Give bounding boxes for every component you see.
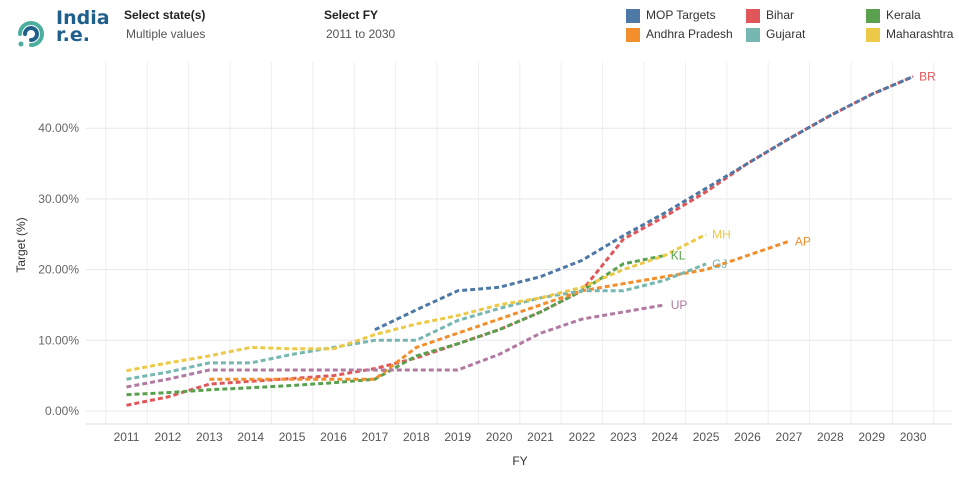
x-tick-label: 2027 — [776, 430, 803, 444]
x-tick-label: 2029 — [858, 430, 885, 444]
series-line-mop-targets — [374, 75, 914, 332]
legend-label: MOP Targets — [646, 8, 716, 22]
y-tick-label: 20.00% — [38, 263, 79, 277]
fy-filter-value[interactable]: 2011 to 2030 — [326, 27, 396, 41]
legend-label: Gujarat — [766, 27, 806, 41]
legend-item-mop-targets[interactable]: MOP Targets — [626, 7, 716, 23]
x-tick-label: 2022 — [569, 430, 596, 444]
series-line-gujarat — [126, 262, 707, 381]
legend-swatch — [626, 27, 640, 42]
series-line-maharashtra — [126, 232, 707, 373]
x-tick-label: 2018 — [403, 430, 430, 444]
series-end-label-maharashtra: MH — [712, 227, 731, 241]
x-tick-label: 2017 — [362, 430, 389, 444]
series-end-label-kerala: KL — [671, 248, 686, 262]
logo-wordmark: India r.e. — [56, 7, 110, 46]
x-tick-label: 2015 — [279, 430, 306, 444]
y-tick-label: 40.00% — [38, 121, 79, 135]
x-axis-label: FY — [512, 454, 527, 468]
y-tick-label: 0.00% — [45, 404, 79, 418]
x-tick-label: 2030 — [900, 430, 927, 444]
logo-mark-icon — [18, 21, 44, 47]
legend-swatch — [866, 8, 880, 23]
x-tick-label: 2021 — [527, 430, 554, 444]
x-tick-label: 2028 — [817, 430, 844, 444]
x-tick-label: 2014 — [237, 430, 264, 444]
x-tick-label: 2023 — [610, 430, 637, 444]
x-tick-label: 2024 — [651, 430, 678, 444]
legend-item-gujarat[interactable]: Gujarat — [746, 26, 805, 42]
legend-label: Kerala — [886, 8, 921, 22]
x-tick-label: 2025 — [693, 430, 720, 444]
series-line-andhra-pradesh — [209, 239, 790, 381]
legend-swatch — [746, 8, 760, 23]
x-tick-label: 2020 — [486, 430, 513, 444]
india-re-logo — [18, 21, 44, 47]
series-line-bihar — [126, 75, 914, 407]
series-end-labels: BR KL AP GJ MH UP — [671, 70, 936, 312]
logo-wordmark-line1: India — [56, 7, 110, 29]
legend-swatch — [626, 8, 640, 23]
y-tick-label: 10.00% — [38, 333, 79, 347]
logo-wordmark-line2: r.e. — [56, 24, 90, 46]
legend-item-andhra-pradesh[interactable]: Andhra Pradesh — [626, 26, 733, 42]
series-end-label-uttar-pradesh: UP — [671, 298, 688, 312]
fy-filter[interactable]: Select FY 2011 to 2030 — [324, 8, 395, 41]
series-end-label-gujarat: GJ — [712, 257, 727, 271]
legend-label: Bihar — [766, 8, 795, 22]
legend-swatch — [866, 27, 880, 42]
legend-label: Maharashtra — [886, 27, 954, 41]
axes: 0.00% 10.00% 20.00% 30.00% 40.00% 2011 2012 201… — [38, 121, 952, 444]
y-tick-label: 30.00% — [38, 192, 79, 206]
x-tick-label: 2012 — [155, 430, 182, 444]
legend-label: Andhra Pradesh — [646, 27, 733, 41]
state-filter-value[interactable]: Multiple values — [126, 27, 206, 41]
x-tick-label: 2013 — [196, 430, 223, 444]
legend-item-bihar[interactable]: Bihar — [746, 7, 794, 23]
legend-item-kerala[interactable]: Kerala — [866, 7, 921, 23]
legend-swatch — [746, 27, 760, 42]
series-line-uttar-pradesh — [126, 303, 665, 389]
series-lines — [126, 75, 914, 407]
x-tick-label: 2016 — [320, 430, 347, 444]
x-tick-label: 2019 — [444, 430, 471, 444]
series-end-label-bihar: BR — [919, 70, 936, 84]
legend-item-maharashtra[interactable]: Maharashtra — [866, 26, 953, 42]
state-filter-label: Select state(s) — [124, 8, 206, 22]
series-end-label-andhra-pradesh: AP — [795, 234, 811, 248]
fy-filter-label: Select FY — [324, 8, 379, 22]
x-tick-label: 2026 — [734, 430, 761, 444]
x-tick-label: 2011 — [114, 430, 140, 444]
state-filter[interactable]: Select state(s) Multiple values — [124, 8, 205, 41]
y-axis-label: Target (%) — [14, 217, 28, 272]
